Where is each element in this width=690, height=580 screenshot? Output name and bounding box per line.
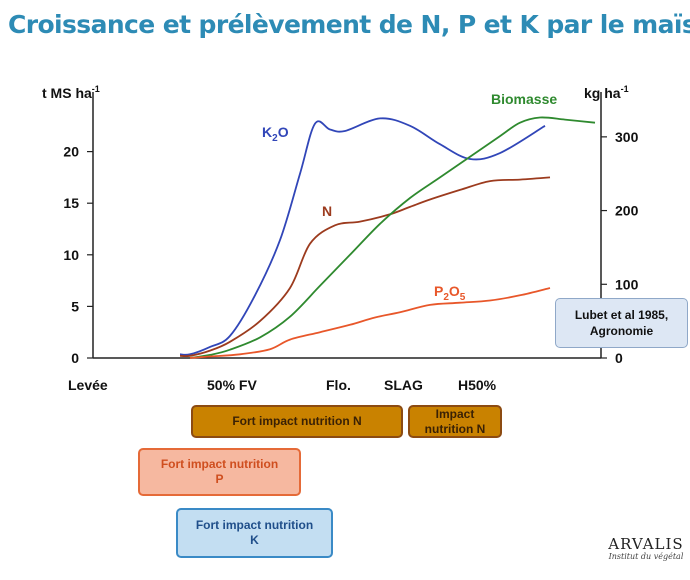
logo-name: ARVALIS: [608, 535, 684, 553]
bar-n-strong: Fort impact nutrition N: [191, 405, 403, 438]
bar-n-medium: Impact nutrition N: [408, 405, 502, 438]
left-tick-label: 10: [63, 247, 79, 263]
chart-series: [179, 116, 596, 359]
right-tick-label: 0: [615, 350, 623, 366]
page-title: Croissance et prélèvement de N, P et K p…: [8, 10, 690, 39]
chart-labels: K2O N Biomasse P2O5: [262, 91, 557, 303]
x-stage-label: Levée: [68, 377, 108, 393]
series-line-biomasse: [189, 116, 596, 359]
left-tick-label: 0: [71, 350, 79, 366]
series-line-k2o: [179, 117, 546, 356]
series-line-p2o5: [189, 287, 551, 359]
right-tick-label: 300: [615, 129, 639, 145]
right-axis-label: kg ha-1: [584, 84, 629, 101]
x-stage-label: Flo.: [326, 377, 351, 393]
series-line-n: [179, 176, 551, 358]
x-stage-label: H50%: [458, 377, 497, 393]
x-stage-label: SLAG: [384, 377, 423, 393]
left-tick-label: 5: [71, 298, 79, 314]
left-axis-label: t MS ha-1: [42, 84, 100, 101]
left-tick-label: 15: [63, 195, 79, 211]
series-label-biomasse: Biomasse: [491, 91, 557, 107]
series-label-p2o5: P2O5: [434, 283, 466, 303]
source-box: Lubet et al 1985, Agronomie: [555, 298, 688, 348]
logo-subtitle: Institut du végétal: [608, 552, 684, 561]
arvalis-logo: ARVALIS Institut du végétal: [606, 536, 686, 561]
right-tick-label: 100: [615, 276, 639, 292]
series-label-k2o: K2O: [262, 124, 289, 144]
bar-p-strong: Fort impact nutrition P: [138, 448, 301, 496]
bar-k-strong: Fort impact nutrition K: [176, 508, 333, 558]
series-label-n: N: [322, 203, 332, 219]
x-stage-label: 50% FV: [207, 377, 257, 393]
right-tick-label: 200: [615, 203, 639, 219]
left-tick-label: 20: [63, 144, 79, 160]
